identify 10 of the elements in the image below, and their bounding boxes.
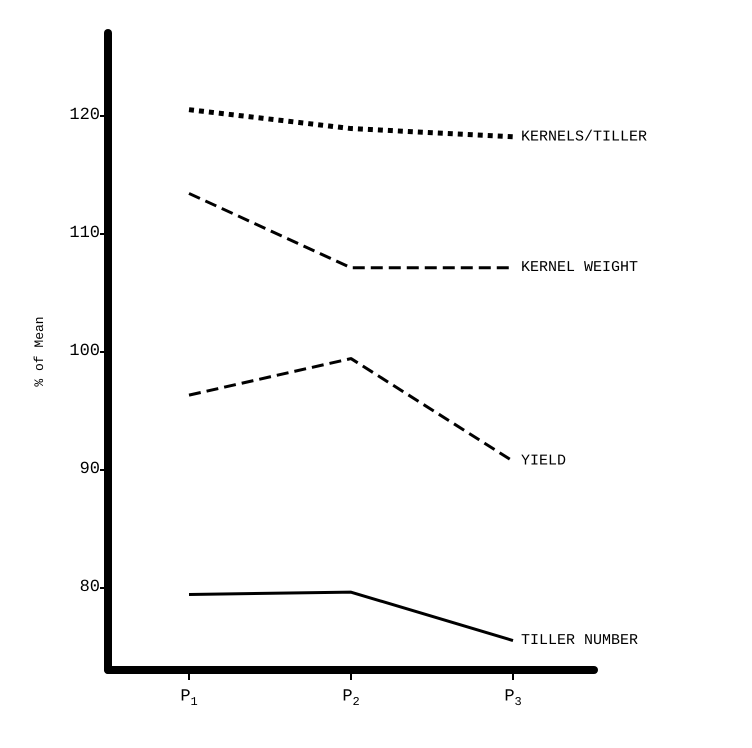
series-label: YIELD [521, 452, 566, 470]
series-label: KERNELS/TILLER [521, 128, 648, 146]
y-tick-label: 110 [69, 224, 100, 244]
y-tick-label: 90 [80, 460, 100, 479]
y-tick-label: 100 [69, 342, 100, 361]
y-tick-label: 80 [80, 578, 100, 597]
series-label: TILLER NUMBER [521, 632, 638, 650]
y-tick-label: 120 [69, 106, 100, 126]
series-label: KERNEL WEIGHT [521, 259, 638, 276]
y-axis-title: % of Mean [32, 316, 47, 387]
